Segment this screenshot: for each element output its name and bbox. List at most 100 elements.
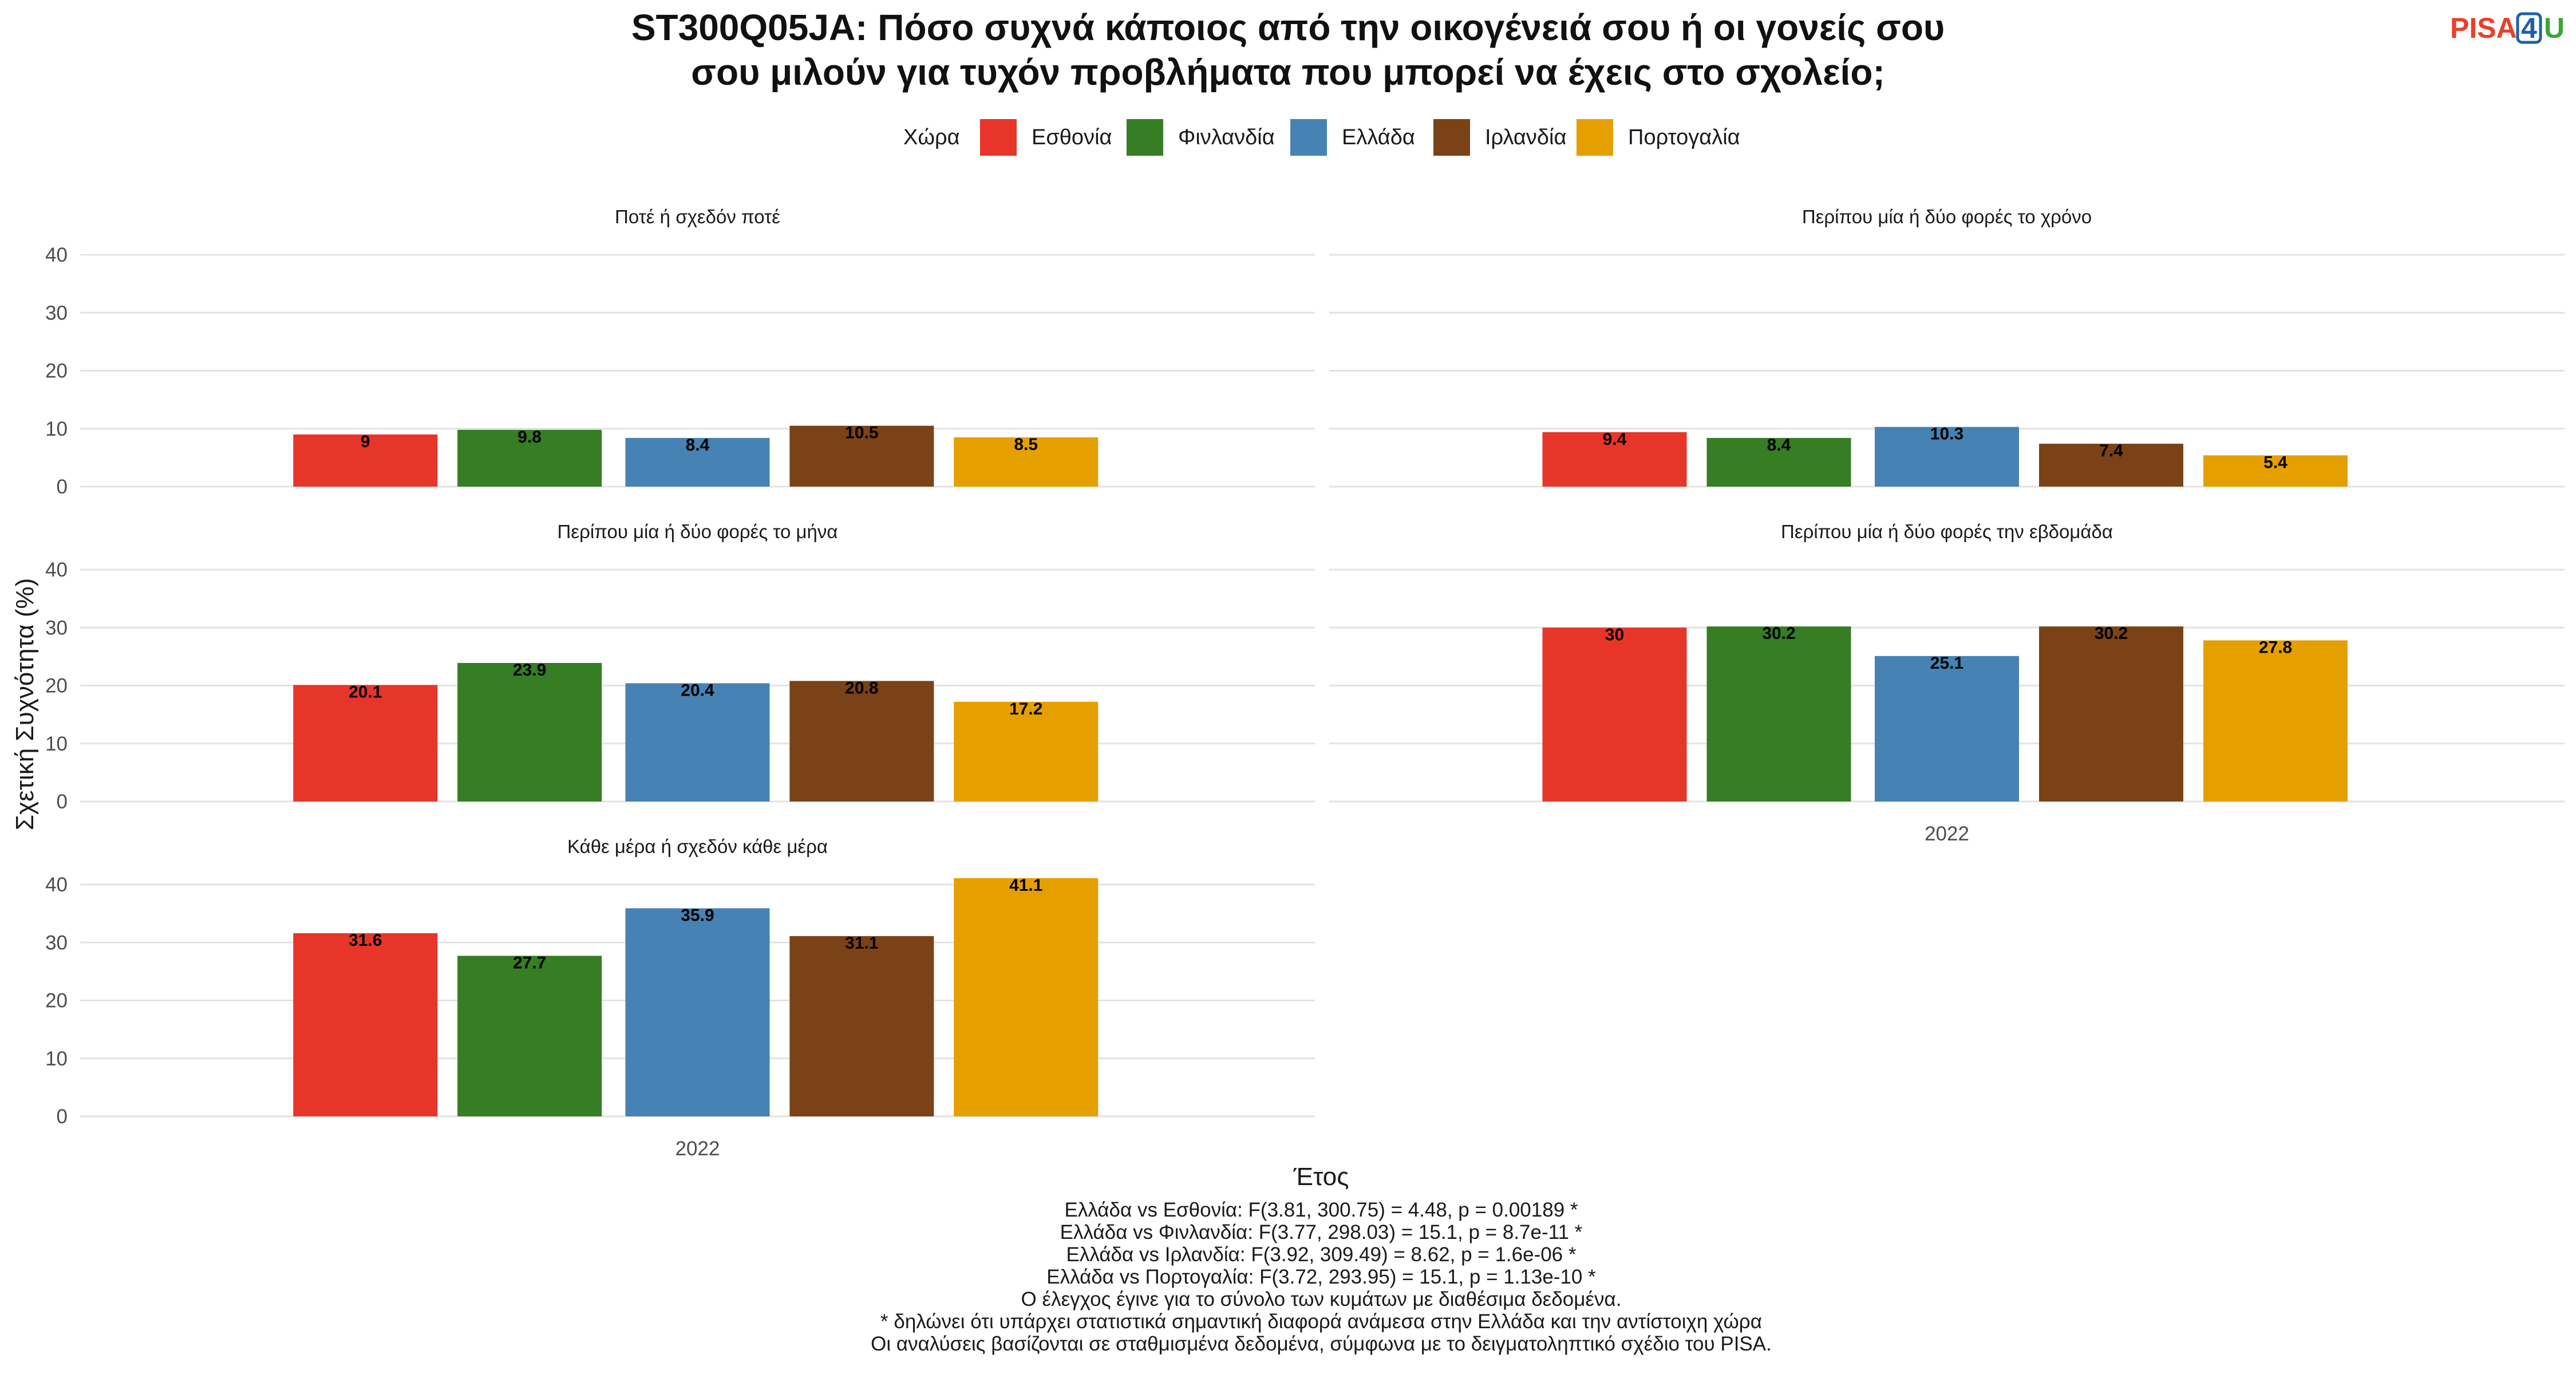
legend-item: Ιρλανδία [1433,119,1566,156]
chart-title-line-1: ST300Q05JA: Πόσο συχνά κάποιος από την ο… [631,7,1945,48]
bar [2039,444,2184,487]
y-tick-label: 30 [45,302,68,324]
pisa4u-logo: PISA 4 U [2450,12,2565,44]
y-tick-label: 0 [57,1105,68,1128]
bar [954,701,1099,802]
bar-value-label: 41.1 [1009,876,1042,895]
bar-value-label: 20.4 [681,681,714,700]
note-line: Οι αναλύσεις βασίζονται σε σταθμισμένα δ… [871,1333,1772,1355]
bar [954,878,1099,1116]
facet-panel: Κάθε μέρα ή σχεδόν κάθε μέρα 0 10 20 30 40 31.… [45,836,1315,1128]
note-line: Ελλάδα vs Ιρλανδία: F(3.92, 309.49) = 8.… [1066,1243,1577,1266]
legend-swatch [1290,119,1327,156]
bar [293,933,438,1116]
bar [625,683,770,802]
facet-panel: Ποτέ ή σχεδόν ποτέ 0 10 20 30 40 9 9.8 8.4 10.5 8.… [45,206,1315,498]
bar-value-label: 9 [361,432,370,451]
logo-box-icon [2516,12,2542,44]
y-tick-label: 10 [45,418,68,440]
bar-value-label: 23.9 [513,661,546,680]
bar-value-label: 17.2 [1009,700,1042,718]
bar [2203,455,2348,487]
legend-label: Ελλάδα [1342,125,1415,149]
bar [1706,437,1851,487]
y-tick-label: 40 [45,559,68,581]
bar [293,685,438,802]
legend-swatch [1433,119,1470,156]
x-tick-label: 2022 [1925,823,1969,845]
bar-value-label: 20.8 [845,678,878,697]
y-tick-label: 0 [57,791,68,813]
y-tick-label: 20 [45,360,68,382]
logo-text-4: 4 [2521,12,2537,44]
bar-value-label: 5.4 [2263,453,2287,472]
legend-item: Φινλανδία [1127,119,1275,156]
bar-value-label: 8.4 [686,436,710,455]
bar [293,434,438,487]
legend-label: Ιρλανδία [1485,125,1566,149]
bar-value-label: 30.2 [2095,624,2128,643]
facet-panel: Περίπου μία ή δύο φορές την εβδομάδα 30 30… [1329,521,2565,803]
bar [1542,627,1687,802]
y-tick-label: 0 [57,476,68,498]
bar [789,681,934,802]
note-line: Ελλάδα vs Εσθονία: F(3.81, 300.75) = 4.4… [1064,1199,1578,1221]
note-line: Ελλάδα vs Πορτογαλία: F(3.72, 293.95) = … [1046,1266,1596,1288]
facet-label: Περίπου μία ή δύο φορές το χρόνο [1802,206,2092,227]
bar [625,437,770,487]
bar-value-label: 9.4 [1603,430,1627,449]
legend-label: Πορτογαλία [1628,125,1740,149]
legend-item: Πορτογαλία [1577,119,1740,156]
facet-label: Περίπου μία ή δύο φορές την εβδομάδα [1781,521,2113,542]
legend: Χώρα Εσθονία Φινλανδία Ελλάδα Ιρλανδία Πορτο… [903,119,1740,156]
bar-value-label: 30.2 [1762,624,1795,643]
y-tick-label: 40 [45,244,68,266]
y-tick-label: 30 [45,617,68,639]
legend-swatch [1577,119,1613,156]
bar-value-label: 10.5 [845,424,878,443]
x-axis-title: Έτος [1293,1163,1349,1191]
facet-panel: Περίπου μία ή δύο φορές το μήνα 0 10 20 30 40… [45,521,1315,813]
y-tick-label: 20 [45,990,68,1012]
bar-value-label: 31.1 [845,934,878,953]
x-tick-label: 2022 [675,1138,720,1160]
bar [789,425,934,487]
facet-label: Περίπου μία ή δύο φορές το μήνα [558,521,838,542]
facet-label: Ποτέ ή σχεδόν ποτέ [615,206,780,227]
bar [2203,640,2348,802]
bar [625,908,770,1116]
bar-value-label: 35.9 [681,906,714,925]
bar-value-label: 8.4 [1767,436,1791,455]
chart-title-line-2: σου μιλούν για τυχόν προβλήματα που μπορ… [691,52,1885,93]
y-tick-label: 20 [45,675,68,697]
note-line: Ο έλεγχος έγινε για το σύνολο των κυμάτω… [1021,1288,1622,1310]
note-line: Ελλάδα vs Φινλανδία: F(3.77, 298.03) = 1… [1060,1221,1583,1243]
legend-item: Εσθονία [980,119,1112,156]
bar [1542,432,1687,487]
bar [1875,656,2019,802]
y-tick-label: 30 [45,931,68,954]
y-tick-label: 10 [45,733,68,755]
bar-value-label: 30 [1605,625,1624,644]
y-axis-title: Σχετική Συχνότητα (%) [11,578,39,831]
statistical-notes: Ελλάδα vs Εσθονία: F(3.81, 300.75) = 4.4… [871,1199,1772,1355]
bar-value-label: 25.1 [1930,654,1963,673]
note-line: * δηλώνει ότι υπάρχει στατιστικά σημαντι… [880,1310,1762,1333]
bar-value-label: 9.8 [517,428,542,447]
facet-panels: Ποτέ ή σχεδόν ποτέ 0 10 20 30 40 9 9.8 8.4 10.5 8.… [45,206,2565,1160]
bar [457,956,602,1116]
bar-value-label: 27.8 [2259,638,2292,657]
bar-value-label: 10.3 [1930,425,1963,444]
legend-label: Φινλανδία [1178,125,1275,149]
bar [1706,626,1851,802]
bar-value-label: 27.7 [513,954,546,973]
facet-label: Κάθε μέρα ή σχεδόν κάθε μέρα [567,836,828,857]
legend-title: Χώρα [903,125,960,149]
facet-panel: Περίπου μία ή δύο φορές το χρόνο 9.4 8.4 10… [1329,206,2565,488]
logo-text-pisa: PISA [2450,12,2517,44]
bar [954,437,1099,487]
bar [457,663,602,802]
legend-swatch [1127,119,1163,156]
logo-text-u: U [2544,12,2565,44]
